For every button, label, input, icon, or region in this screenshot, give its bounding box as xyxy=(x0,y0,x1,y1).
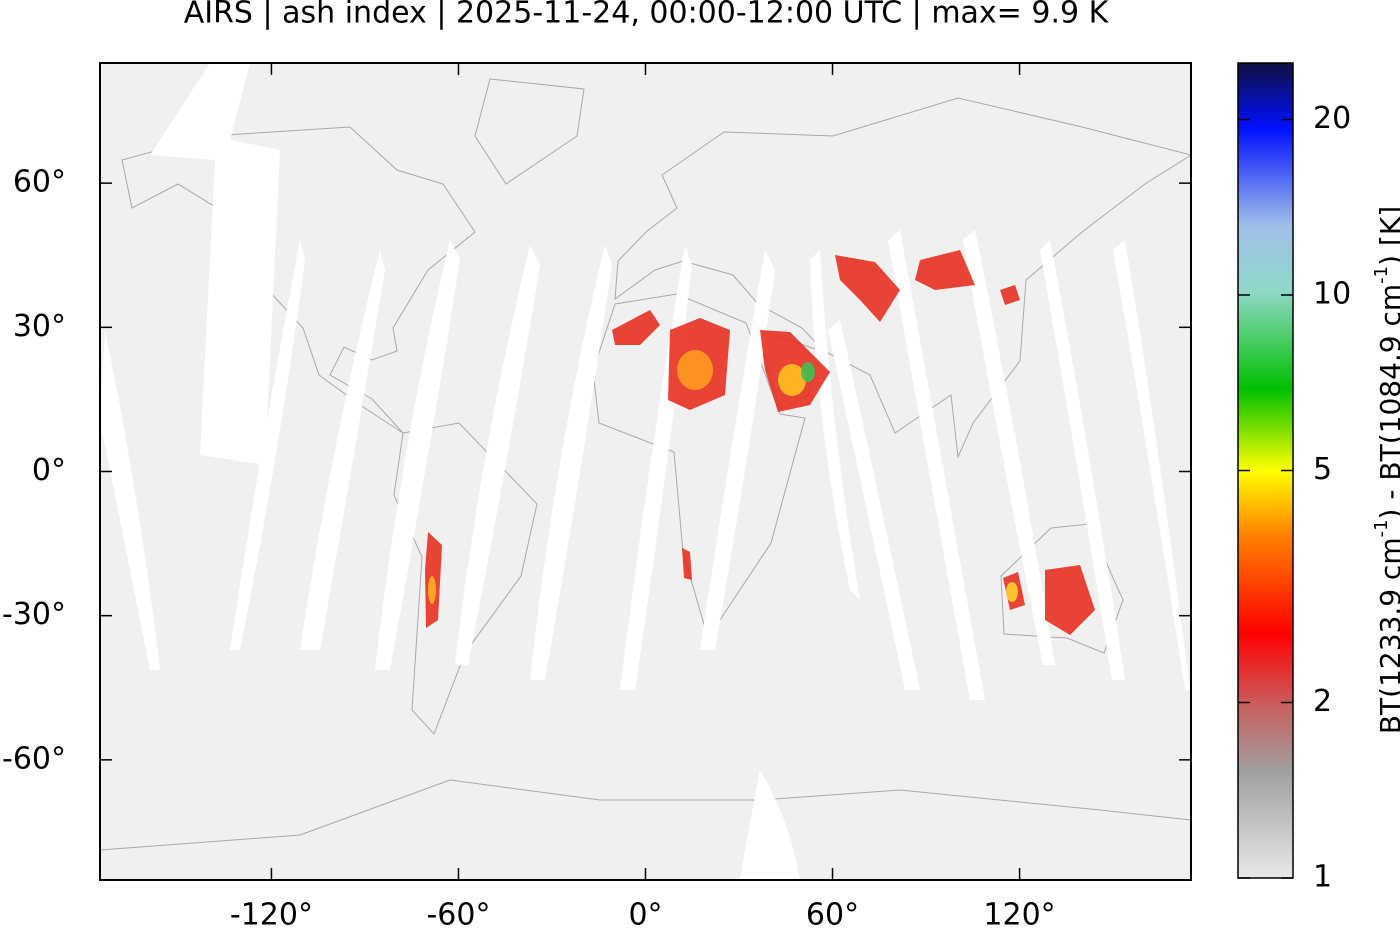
x-tick-label: 120° xyxy=(983,898,1055,931)
dust-core xyxy=(428,576,436,604)
swath-gap xyxy=(230,240,305,650)
swath-gap xyxy=(700,250,775,650)
swath-gap xyxy=(455,245,540,665)
swath-gap xyxy=(1113,240,1190,690)
swath-gap xyxy=(530,245,612,680)
dust-peak xyxy=(801,362,815,382)
label-sup: -1 xyxy=(1371,519,1392,537)
greenland xyxy=(474,78,585,185)
x-tick-label: -60° xyxy=(426,898,490,931)
swath-gap xyxy=(810,250,860,600)
dust-china xyxy=(1000,285,1020,305)
swath-gap xyxy=(963,230,1055,665)
x-tick-label: 0° xyxy=(628,898,662,931)
swath-gaps xyxy=(100,63,1190,880)
swath-gap xyxy=(100,330,160,670)
label-sup: -1 xyxy=(1371,266,1392,284)
swath-gap xyxy=(888,230,985,700)
colorbar-tick-label: 10 xyxy=(1313,276,1351,311)
y-tick-label: -30° xyxy=(2,597,66,632)
x-tick-label: -120° xyxy=(230,898,313,931)
y-tick-label: 0° xyxy=(32,453,66,488)
label-part: ) [K] xyxy=(1374,206,1400,266)
colorbar-tick-label: 2 xyxy=(1313,684,1332,719)
colorbar-label: BT(1233.9 cm-1) - BT(1084.9 cm-1) [K] xyxy=(1371,206,1400,734)
swath-gap xyxy=(300,250,385,650)
dust-taklimakan xyxy=(915,250,975,290)
ash-signal xyxy=(425,250,1095,635)
antarctica xyxy=(100,779,1191,880)
x-tick-label: 60° xyxy=(806,898,859,931)
dust-central-asia xyxy=(835,255,900,322)
y-tick-label: -60° xyxy=(2,741,66,776)
swath-gap xyxy=(150,63,280,465)
y-tick-label: 30° xyxy=(13,309,66,344)
dust-namibia xyxy=(682,548,692,580)
y-tick-label: 60° xyxy=(13,165,66,200)
colorbar-tick-label: 1 xyxy=(1313,860,1332,895)
colorbar-tick-label: 20 xyxy=(1313,101,1351,136)
label-part: ) - BT(1084.9 cm xyxy=(1374,284,1400,520)
dust-core xyxy=(778,364,806,396)
swath-gap xyxy=(740,770,800,880)
dust-core xyxy=(677,350,713,390)
swath-gap xyxy=(375,240,460,670)
dust-sahara-west xyxy=(612,310,660,345)
swath-gap xyxy=(1040,240,1125,680)
title: AIRS | ash index | 2025-11-24, 00:00-12:… xyxy=(184,0,1110,31)
colorbar-tick-label: 5 xyxy=(1313,452,1332,487)
dust-australia xyxy=(1045,565,1095,635)
dust-core xyxy=(1006,582,1018,602)
swath-gap xyxy=(828,320,920,690)
map xyxy=(100,63,1191,880)
label-part: BT(1233.9 cm xyxy=(1374,537,1400,734)
